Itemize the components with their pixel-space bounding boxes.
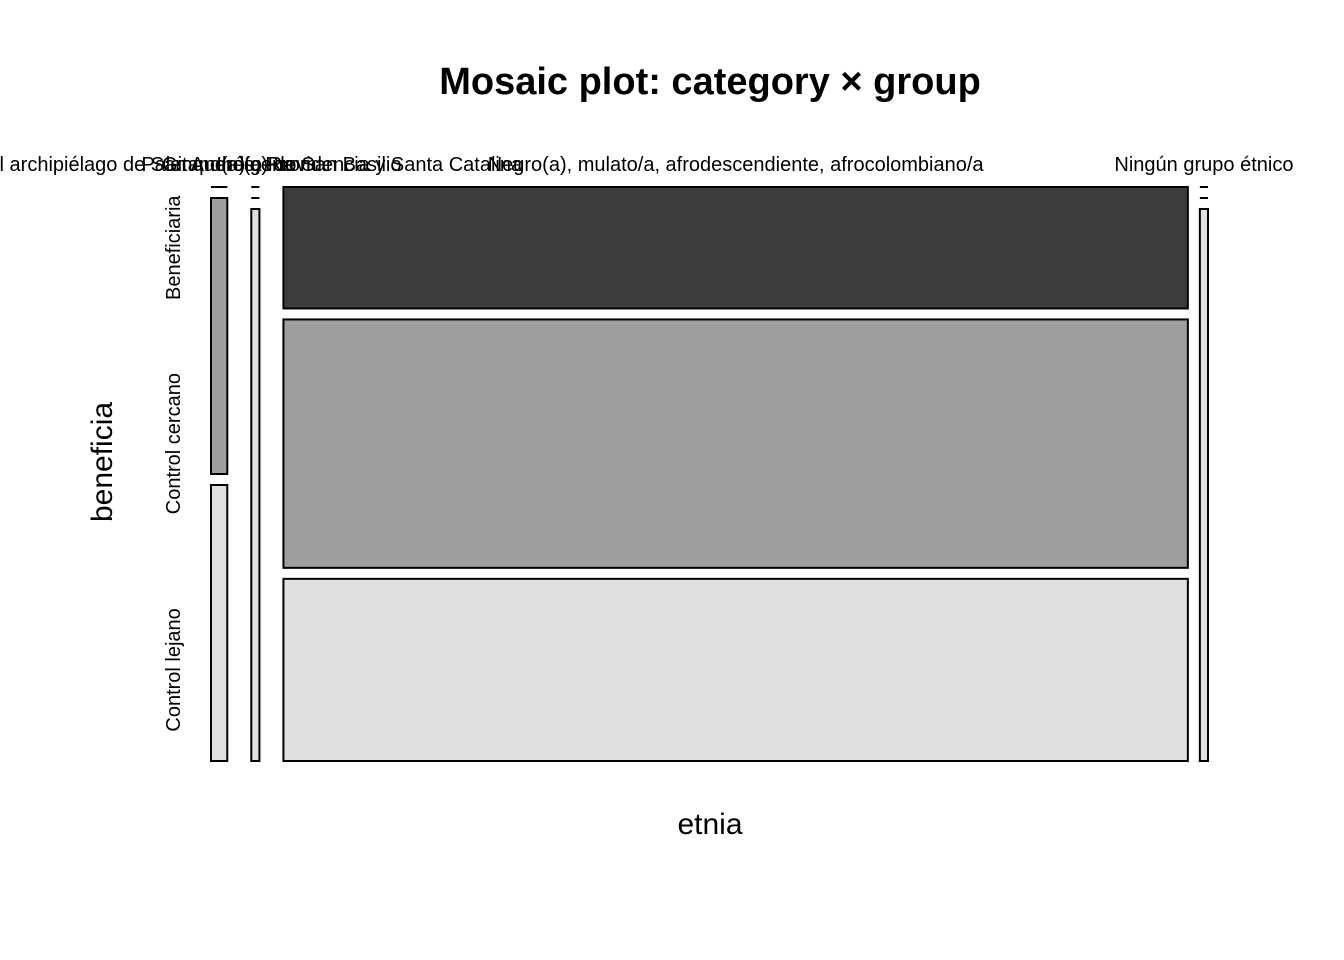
x-category-labels: Raizal del archipiélago de San Andrés, P…: [0, 154, 1293, 176]
mosaic-tile: [210, 197, 229, 475]
x-category-label: Palenquero(a) de San Basilio: [141, 154, 401, 176]
y-category-labels: Beneficiaria Control cercano Control lejan…: [163, 195, 185, 732]
mosaic-tile: [210, 484, 229, 762]
mosaic-tile: [282, 577, 1189, 763]
x-axis-title: etnia: [677, 808, 742, 841]
x-category-label: Ningún grupo étnico: [1114, 154, 1293, 176]
x-category-label: Indígena: [216, 154, 295, 176]
mosaic-tiles: [210, 186, 1209, 763]
mosaic-tile: [250, 208, 261, 762]
mosaic-tile: [1198, 208, 1209, 762]
x-category-label: Raizal del archipiélago de San Andrés, P…: [0, 154, 523, 176]
y-category-label: Control cercano: [163, 373, 185, 514]
y-category-label: Control lejano: [163, 608, 185, 731]
x-category-label: Negro(a), mulato/a, afrodescendiente, af…: [488, 154, 985, 176]
mosaic-tile: [282, 318, 1189, 569]
y-axis-title: beneficia: [86, 402, 119, 522]
y-category-label: Beneficiaria: [163, 195, 185, 300]
mosaic-tile: [282, 186, 1189, 310]
chart-title: Mosaic plot: category × group: [439, 61, 981, 103]
x-category-label: Gitano(a) o Rrom: [162, 154, 317, 176]
